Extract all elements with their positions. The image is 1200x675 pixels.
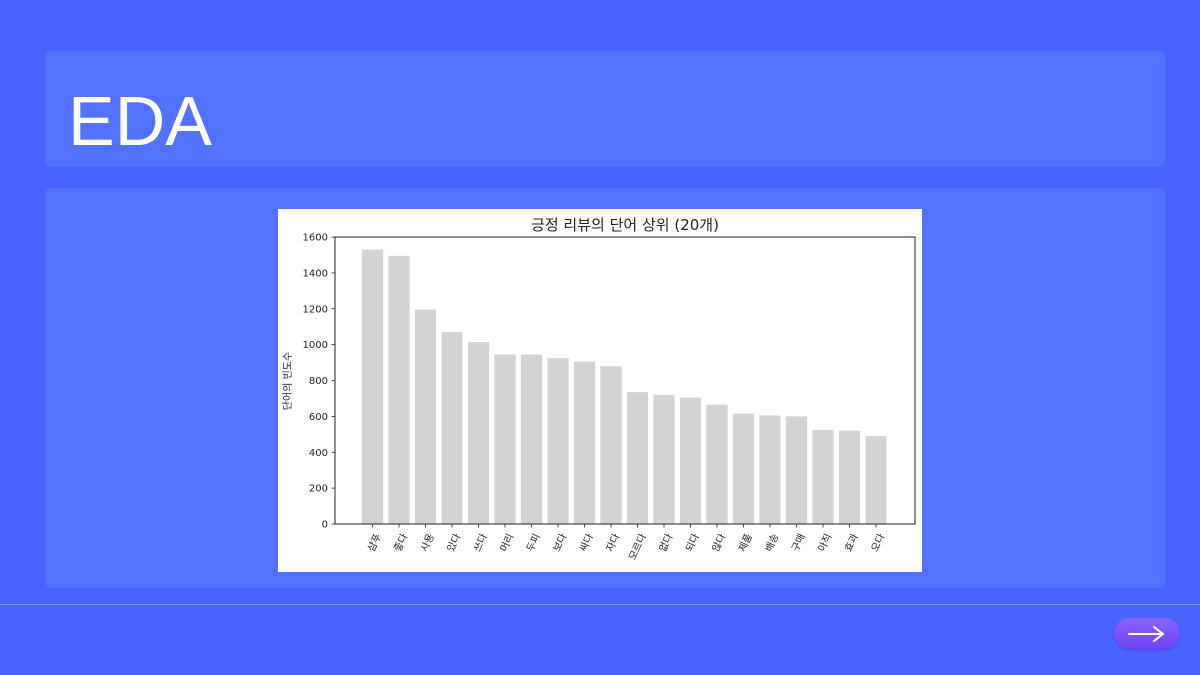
bar-5 bbox=[467, 341, 490, 524]
next-button[interactable] bbox=[1114, 618, 1180, 649]
bar-11 bbox=[626, 392, 649, 524]
y-ticks-group: 0 200 400 600 800 1000 1200 1400 1600 bbox=[303, 233, 335, 531]
slide-title: EDA bbox=[68, 82, 212, 160]
plot-frame bbox=[334, 236, 916, 525]
y-tick-label: 1600 bbox=[303, 233, 328, 244]
bar-18 bbox=[812, 429, 834, 524]
bar-15 bbox=[732, 413, 755, 524]
content-panel: 긍정 리뷰의 단어 상위 (20개) 단어의 빈도수 0 200 400 600 800… bbox=[45, 188, 1165, 588]
bar-4 bbox=[441, 332, 463, 524]
arrow-right-icon bbox=[1128, 626, 1164, 642]
chart-title: 긍정 리뷰의 단어 상위 (20개) bbox=[531, 216, 719, 234]
bar-8 bbox=[547, 358, 569, 524]
y-axis-label: 단어의 빈도수 bbox=[282, 352, 294, 410]
bar-13 bbox=[679, 397, 702, 524]
bar-12 bbox=[653, 394, 675, 524]
bar-chart-svg: 긍정 리뷰의 단어 상위 (20개) 단어의 빈도수 0 200 400 600 800… bbox=[278, 209, 922, 572]
footer-divider bbox=[0, 604, 1200, 605]
bar-9 bbox=[573, 361, 596, 524]
bar-10 bbox=[600, 366, 622, 524]
bar-14 bbox=[706, 404, 728, 524]
bar-16 bbox=[759, 415, 781, 524]
bar-17 bbox=[785, 416, 808, 525]
bar-3 bbox=[414, 309, 437, 524]
bar-19 bbox=[838, 430, 861, 524]
y-tick-label: 600 bbox=[309, 412, 328, 423]
bar-6 bbox=[494, 354, 516, 524]
bar-2 bbox=[388, 255, 410, 524]
y-tick-label: 800 bbox=[309, 376, 328, 387]
bar-1 bbox=[361, 249, 384, 524]
y-tick-label: 1200 bbox=[303, 304, 328, 315]
bars-group bbox=[361, 249, 887, 525]
title-panel: EDA bbox=[45, 51, 1165, 167]
y-tick-label: 1400 bbox=[303, 268, 328, 279]
bar-chart: 긍정 리뷰의 단어 상위 (20개) 단어의 빈도수 0 200 400 600 800… bbox=[278, 209, 922, 572]
bar-20 bbox=[865, 436, 887, 524]
y-tick-label: 400 bbox=[309, 448, 328, 459]
y-tick-label: 200 bbox=[309, 484, 328, 495]
y-tick-label: 0 bbox=[322, 520, 328, 531]
bar-7 bbox=[520, 354, 543, 524]
y-tick-label: 1000 bbox=[303, 340, 328, 351]
